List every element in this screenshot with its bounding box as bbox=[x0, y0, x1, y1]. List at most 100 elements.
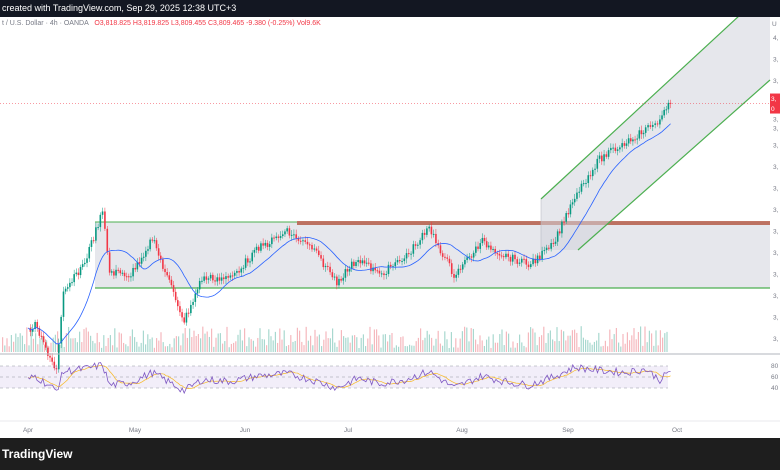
volume-bar bbox=[578, 347, 580, 352]
candle bbox=[627, 138, 630, 144]
price-axis-tick: 3, bbox=[773, 315, 779, 322]
candle bbox=[214, 280, 216, 282]
volume-bar bbox=[646, 342, 648, 352]
candle bbox=[359, 260, 362, 264]
candle bbox=[587, 175, 590, 184]
volume-bar bbox=[505, 331, 507, 352]
volume-bar bbox=[314, 329, 316, 352]
candle bbox=[77, 272, 80, 276]
candle bbox=[594, 168, 596, 170]
volume-bar bbox=[72, 338, 74, 352]
volume-bar bbox=[37, 344, 39, 352]
candle bbox=[383, 273, 385, 276]
volume-bar bbox=[461, 331, 463, 352]
candle bbox=[661, 115, 663, 120]
volume-bar bbox=[200, 338, 202, 352]
candle bbox=[426, 228, 428, 235]
candle bbox=[558, 231, 561, 234]
volume-bar bbox=[325, 331, 327, 352]
candle bbox=[610, 147, 612, 151]
candle bbox=[34, 321, 36, 329]
volume-bar bbox=[523, 345, 525, 352]
candle bbox=[527, 264, 530, 268]
volume-bar bbox=[186, 337, 188, 352]
volume-bar bbox=[367, 338, 369, 352]
candle bbox=[492, 248, 494, 250]
candle bbox=[654, 123, 656, 125]
candle bbox=[468, 256, 471, 258]
volume-bar bbox=[365, 346, 367, 352]
volume-bar bbox=[662, 337, 664, 352]
volume-bar bbox=[602, 345, 604, 352]
candle bbox=[138, 262, 141, 264]
volume-bar bbox=[351, 335, 353, 352]
volume-bar bbox=[613, 334, 615, 352]
volume-bar bbox=[259, 328, 261, 352]
candle bbox=[607, 150, 610, 157]
volume-bar bbox=[248, 337, 250, 352]
candle bbox=[455, 274, 457, 278]
volume-bar bbox=[96, 332, 98, 352]
candle bbox=[417, 244, 419, 246]
candle bbox=[311, 244, 313, 250]
volume-bar bbox=[554, 341, 556, 352]
time-axis-tick: May bbox=[129, 427, 142, 434]
volume-bar bbox=[321, 346, 323, 352]
candle bbox=[159, 255, 162, 260]
volume-bar bbox=[292, 341, 294, 352]
candle bbox=[439, 245, 442, 254]
candle bbox=[51, 357, 53, 362]
candle bbox=[157, 248, 160, 256]
time-axis-tick: Oct bbox=[672, 427, 682, 434]
candle bbox=[571, 202, 574, 205]
candle bbox=[368, 262, 370, 264]
candle bbox=[614, 147, 617, 151]
volume-bar bbox=[446, 339, 448, 352]
candle bbox=[262, 243, 264, 246]
candle bbox=[155, 240, 158, 249]
volume-bar bbox=[530, 327, 532, 352]
volume-bar bbox=[406, 346, 408, 352]
volume-bar bbox=[250, 339, 252, 352]
volume-bar bbox=[598, 332, 600, 352]
volume-bar bbox=[206, 331, 208, 352]
candle bbox=[505, 253, 507, 258]
volume-bar bbox=[472, 328, 474, 352]
candle bbox=[412, 244, 415, 254]
candle bbox=[355, 262, 357, 266]
volume-bar bbox=[503, 345, 505, 352]
candle bbox=[414, 244, 417, 246]
candle bbox=[106, 228, 109, 253]
volume-bar bbox=[283, 330, 285, 352]
volume-bar bbox=[237, 334, 239, 352]
volume-bar bbox=[138, 346, 140, 352]
volume-bar bbox=[153, 347, 155, 352]
candle bbox=[179, 306, 181, 313]
candle bbox=[302, 240, 304, 242]
volume-bar bbox=[587, 340, 589, 352]
volume-bar bbox=[134, 337, 136, 352]
candle bbox=[331, 272, 334, 278]
volume-bar bbox=[208, 336, 210, 352]
candle bbox=[86, 258, 88, 263]
candle bbox=[612, 147, 614, 149]
candle bbox=[346, 269, 349, 272]
volume-bar bbox=[52, 337, 54, 352]
candle bbox=[466, 257, 468, 260]
candle bbox=[75, 272, 78, 275]
volume-bar bbox=[424, 337, 426, 352]
candle bbox=[174, 291, 177, 301]
candle bbox=[396, 259, 399, 263]
candle bbox=[576, 192, 578, 199]
volume-bar bbox=[160, 332, 162, 352]
price-chart[interactable]: U 4, 3, 3, 3, 3, 3, 3, 3, 3, 3, 3, 3, 3, 3, 3, 3, 0 80 60 40… bbox=[0, 17, 780, 438]
volume-bar bbox=[343, 336, 345, 352]
candle bbox=[539, 255, 541, 260]
volume-bar bbox=[477, 344, 479, 352]
volume-bar bbox=[653, 345, 655, 352]
volume-bar bbox=[640, 326, 642, 352]
candle bbox=[405, 253, 408, 259]
candle bbox=[183, 317, 185, 323]
volume-bar bbox=[233, 342, 235, 352]
volume-bar bbox=[147, 334, 149, 352]
